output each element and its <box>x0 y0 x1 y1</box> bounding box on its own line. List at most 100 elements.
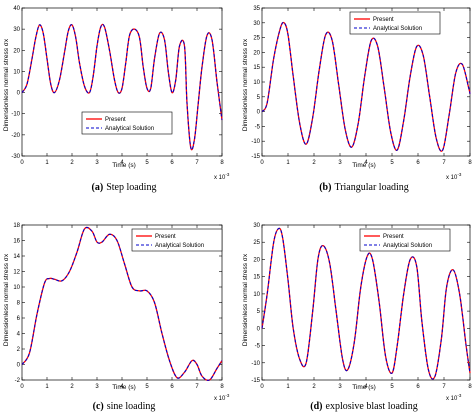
legend-label-analytical: Analytical Solution <box>105 126 154 132</box>
x-tick-label: 4 <box>364 160 368 166</box>
x-tick-label: 2 <box>70 384 74 390</box>
y-tick-label: 30 <box>13 27 20 33</box>
legend-box-d <box>359 228 451 252</box>
caption-text-c: sine loading <box>107 401 156 412</box>
y-tick-label: 0 <box>257 110 261 116</box>
y-tick-label: -5 <box>255 344 261 350</box>
series-analytical-line-c <box>21 226 223 381</box>
x-tick-label: 1 <box>45 160 49 166</box>
y-tick-label: 10 <box>13 69 20 75</box>
y-tick-label: 40 <box>13 6 20 12</box>
x-scale-exp-a: -3 <box>225 172 229 177</box>
x-tick-label: 0 <box>260 160 264 166</box>
x-tick-label: 1 <box>286 384 290 390</box>
y-tick-label: 25 <box>253 36 260 42</box>
y-tick-label: 0 <box>257 326 261 332</box>
x-tick-label: 4 <box>120 160 124 166</box>
series-analytical-line-a <box>21 23 223 151</box>
caption-b: (b) Triangular loading <box>319 182 409 193</box>
x-tick-label: 8 <box>468 160 472 166</box>
x-tick-label: 5 <box>390 384 394 390</box>
x-tick-label: 6 <box>170 384 174 390</box>
x-tick-label: 0 <box>260 384 264 390</box>
xlabel-d: Time (s) <box>352 384 376 391</box>
x-tick-label: 2 <box>70 160 74 166</box>
x-scale-note-c: x 10 <box>214 396 226 402</box>
x-tick-label: 7 <box>195 160 199 166</box>
caption-text-a: Step loading <box>106 182 156 193</box>
y-tick-label: 10 <box>253 292 260 298</box>
legend-box-b <box>349 11 441 35</box>
x-scale-a: x 10-3 <box>214 172 230 181</box>
x-tick-label: 2 <box>312 384 316 390</box>
y-tick-label: -10 <box>251 139 260 145</box>
y-tick-label: 10 <box>253 80 260 86</box>
y-tick-label: 30 <box>253 21 260 27</box>
x-scale-exp-c: -3 <box>225 393 229 398</box>
legend-label-analytical: Analytical Solution <box>383 243 432 249</box>
x-tick-label: 8 <box>468 384 472 390</box>
y-tick-label: 5 <box>257 95 261 101</box>
panel-a: 0 1 2 3 4 5 6 7 8 -30 -20 -10 0 10 20 30 40 Present Analyt… <box>3 6 230 193</box>
y-tick-label: -20 <box>11 133 20 139</box>
y-tick-label: 6 <box>17 316 21 322</box>
x-tick-label: 4 <box>120 384 124 390</box>
x-scale-note-d: x 10 <box>446 396 458 402</box>
y-tick-label: 10 <box>13 285 20 291</box>
y-tick-label: -5 <box>255 124 261 130</box>
x-tick-label: 6 <box>416 160 420 166</box>
y-tick-label: 16 <box>13 239 20 245</box>
y-tick-label: 14 <box>13 254 20 260</box>
x-tick-label: 6 <box>170 160 174 166</box>
y-tick-label: 20 <box>253 50 260 56</box>
y-tick-label: -15 <box>251 378 260 384</box>
legend-box-a <box>81 111 173 135</box>
legend-label-present: Present <box>373 17 394 23</box>
x-tick-label: 4 <box>364 384 368 390</box>
y-tick-label: 35 <box>253 6 260 12</box>
x-scale-b: x 10-3 <box>446 172 462 181</box>
caption-label-b: (b) <box>319 182 331 193</box>
y-tick-label: -10 <box>11 112 20 118</box>
ylabel-a: Dimensionless normal stress σx <box>3 38 10 131</box>
x-tick-label: 6 <box>416 384 420 390</box>
x-tick-label: 5 <box>145 384 149 390</box>
x-tick-label: 5 <box>390 160 394 166</box>
y-tick-label: -30 <box>11 154 20 160</box>
y-tick-label: 0 <box>17 363 21 369</box>
xlabel-c: Time (s) <box>112 384 136 391</box>
y-tick-label: -15 <box>251 154 260 160</box>
x-tick-label: 8 <box>220 384 224 390</box>
y-tick-label: 4 <box>17 332 21 338</box>
y-tick-label: 18 <box>13 223 20 229</box>
y-tick-label: 0 <box>17 91 21 97</box>
legend-label-analytical: Analytical Solution <box>373 26 422 32</box>
y-tick-label: 8 <box>17 301 21 307</box>
caption-label-c: (c) <box>93 401 104 412</box>
y-tick-label: 20 <box>13 48 20 54</box>
y-tick-label: 12 <box>13 270 20 276</box>
x-scale-exp-d: -3 <box>457 393 461 398</box>
legend-box-c <box>131 228 223 252</box>
caption-text-d: explosive blast loading <box>326 401 418 412</box>
x-tick-label: 1 <box>45 384 49 390</box>
y-tick-label: 30 <box>253 223 260 229</box>
panel-b: 0 1 2 3 4 5 6 7 8 -15 -10 -5 0 5 10 15 20 25 30 35 Present An… <box>242 6 472 193</box>
y-tick-label: 25 <box>253 240 260 246</box>
x-tick-label: 0 <box>20 384 24 390</box>
caption-d: (d) explosive blast loading <box>310 401 417 412</box>
x-scale-c: x 10-3 <box>214 393 230 402</box>
caption-label-d: (d) <box>310 401 322 412</box>
caption-c: (c) sine loading <box>93 401 156 412</box>
legend-label-present: Present <box>155 234 176 240</box>
ylabel-d: Dimensionless normal stress σx <box>242 253 249 346</box>
x-tick-label: 3 <box>338 160 342 166</box>
caption-a: (a) Step loading <box>92 182 157 193</box>
x-tick-label: 7 <box>442 160 446 166</box>
caption-label-a: (a) <box>92 182 104 193</box>
x-tick-label: 0 <box>20 160 24 166</box>
x-scale-d: x 10-3 <box>446 393 462 402</box>
legend-label-present: Present <box>383 234 404 240</box>
x-tick-label: 3 <box>338 384 342 390</box>
